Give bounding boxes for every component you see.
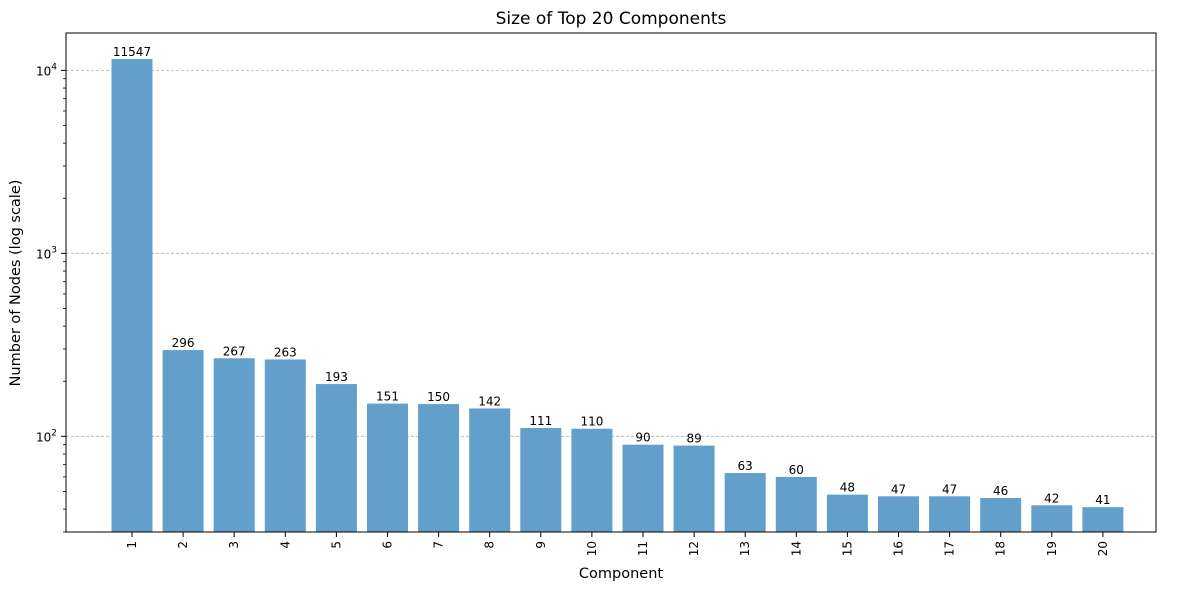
bar [980, 498, 1022, 532]
x-tick-label: 3 [227, 541, 241, 549]
bar [264, 359, 306, 532]
y-tick-label: 103 [36, 245, 57, 261]
bar [469, 408, 511, 532]
bar [213, 358, 255, 532]
x-tick-label: 5 [329, 541, 343, 549]
x-tick-label: 19 [1045, 541, 1059, 556]
x-tick-label: 2 [176, 541, 190, 549]
x-axis-label: Component [579, 566, 663, 582]
y-axis-label: Number of Nodes (log scale) [8, 180, 24, 387]
bar-value-label: 41 [1095, 493, 1110, 507]
bar-value-label: 46 [993, 484, 1008, 498]
x-tick-label: 10 [585, 541, 599, 556]
bar-value-label: 267 [223, 344, 246, 358]
x-tick-label: 6 [381, 541, 395, 549]
bar-value-label: 63 [738, 459, 753, 473]
bar-value-label: 193 [325, 370, 348, 384]
x-tick-label: 15 [840, 541, 854, 556]
bar-value-label: 296 [172, 336, 195, 350]
x-tick-label: 1 [125, 541, 139, 549]
bar [775, 476, 817, 532]
x-tick-label: 4 [278, 541, 292, 549]
bars [111, 58, 1124, 532]
x-tick-label: 12 [687, 541, 701, 556]
plot-area-frame [65, 32, 1157, 533]
bar [929, 496, 971, 532]
bar-value-label: 42 [1044, 491, 1059, 505]
bar [162, 350, 204, 532]
bar [1031, 505, 1073, 532]
bar-value-label: 11547 [113, 45, 151, 59]
bar [1082, 507, 1124, 532]
x-tick-label: 7 [432, 541, 446, 549]
x-tick-label: 20 [1096, 541, 1110, 556]
bar-value-label: 111 [529, 414, 552, 428]
bar [315, 384, 357, 532]
x-tick-label: 13 [738, 541, 752, 556]
bar [878, 496, 919, 532]
x-tick-label: 17 [943, 541, 957, 556]
bar [724, 473, 766, 532]
x-tick-label: 8 [483, 541, 497, 549]
bar-value-label: 150 [427, 390, 450, 404]
bar [673, 445, 715, 532]
bar-value-label: 151 [376, 390, 399, 404]
bar [826, 494, 868, 532]
bar [520, 428, 562, 532]
bar [367, 403, 408, 532]
bar [111, 58, 153, 532]
bar-value-label: 48 [840, 481, 855, 495]
bar-value-label: 90 [635, 431, 650, 445]
bar-value-label: 47 [942, 482, 957, 496]
bar-value-label: 263 [274, 345, 297, 359]
x-tick-label: 11 [636, 541, 650, 556]
x-tick-label: 18 [994, 541, 1008, 556]
bar [571, 428, 613, 532]
bar-value-label: 110 [580, 415, 603, 429]
x-axis-ticks: 1 2 3 4 5 6 7 8 9 10 11 12 13 14 15 16 17 18 19 20 [125, 532, 1110, 556]
x-tick-label: 9 [534, 541, 548, 549]
bar [622, 444, 664, 532]
x-tick-label: 14 [789, 541, 803, 556]
y-tick-label: 102 [36, 428, 57, 444]
bar-value-labels: 11547 296 267 263 193 151 150 142 111 110 90 89 63 60… [113, 45, 1111, 507]
bar-value-label: 142 [478, 394, 501, 408]
chart-title: Size of Top 20 Components [496, 9, 727, 29]
x-tick-label: 16 [892, 541, 906, 556]
y-tick-label: 104 [36, 62, 57, 78]
bar-value-label: 47 [891, 482, 906, 496]
bar [418, 404, 460, 532]
y-axis-ticks: 102 103 104 [36, 62, 66, 533]
bar-value-label: 89 [686, 432, 701, 446]
bar-value-label: 60 [789, 463, 804, 477]
